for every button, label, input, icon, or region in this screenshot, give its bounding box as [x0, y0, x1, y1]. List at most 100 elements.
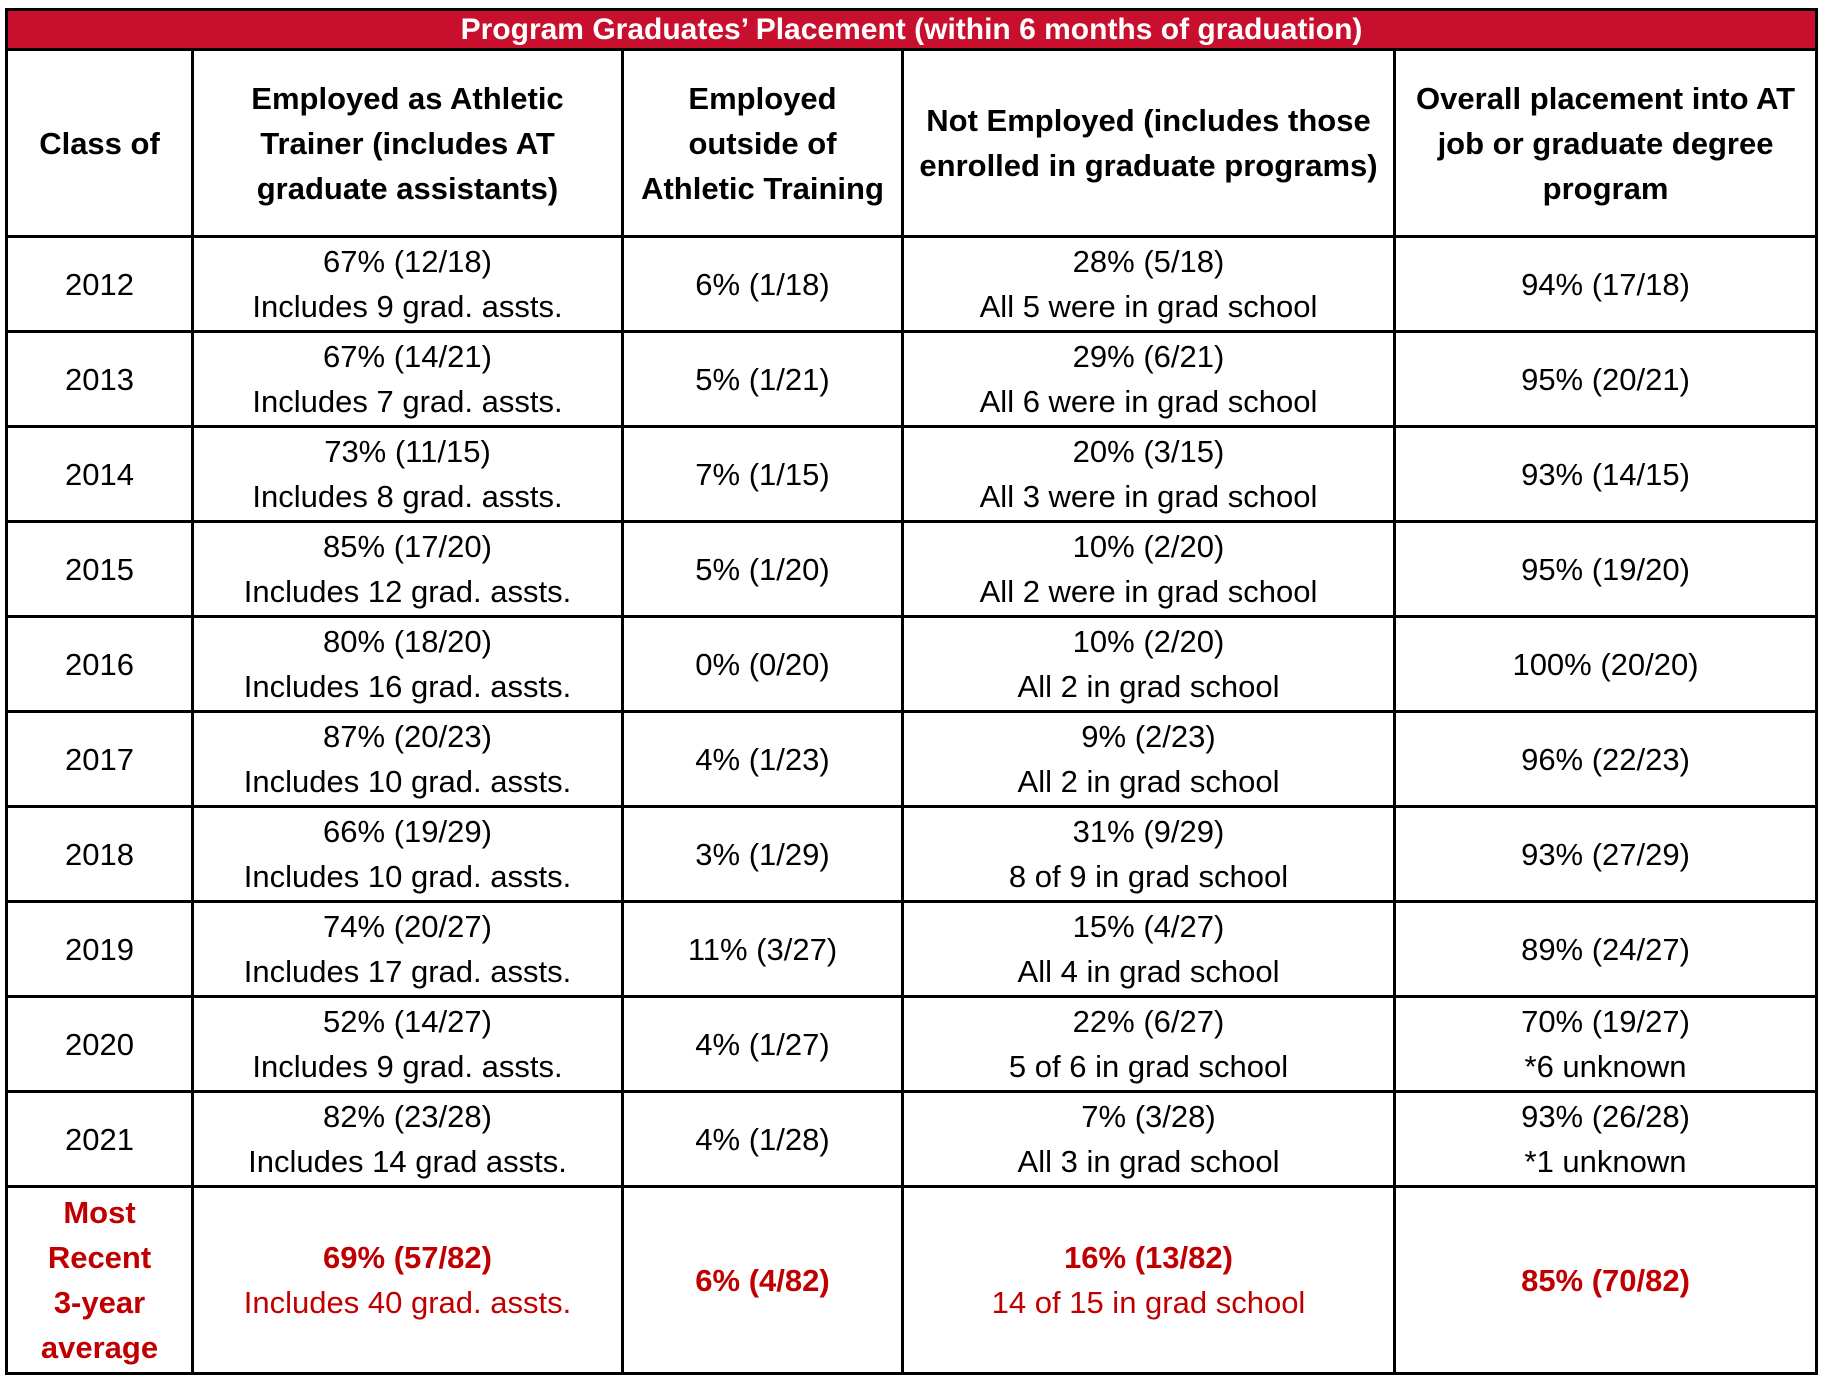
not-employed-note: All 2 were in grad school — [979, 574, 1318, 609]
employed-at-note: Includes 9 grad. assts. — [252, 1049, 563, 1084]
not-employed-note: 5 of 6 in grad school — [1008, 1049, 1289, 1084]
employed-at-note: Includes 10 grad. assts. — [243, 859, 572, 894]
overall-placement-cell: 100% (20/20) — [1392, 615, 1819, 713]
table-body: 2012 67% (12/18) Includes 9 grad. assts. 6%… — [5, 235, 1819, 1375]
employed-at-note: Includes 7 grad. assts. — [252, 384, 563, 419]
employed-at-note: Includes 16 grad. assts. — [243, 669, 572, 704]
overall-placement-percent: 100% (20/20) — [1512, 646, 1699, 682]
table-row: 2017 87% (20/23) Includes 10 grad. assts. 4… — [5, 710, 1819, 808]
employed-outside-cell: 5% (1/20) — [621, 520, 904, 618]
not-employed-note: All 2 in grad school — [1017, 669, 1280, 704]
employed-at-cell: 67% (12/18) Includes 9 grad. assts. — [191, 235, 624, 333]
not-employed-percent: 28% (5/18) — [1072, 244, 1225, 279]
employed-at-cell: 66% (19/29) Includes 10 grad. assts. — [191, 805, 624, 903]
not-employed-percent: 29% (6/21) — [1072, 339, 1225, 374]
class-year-cell: 2012 — [5, 235, 194, 333]
overall-placement-percent: 89% (24/27) — [1521, 931, 1690, 967]
overall-placement-cell: 94% (17/18) — [1392, 235, 1819, 333]
not-employed-cell: 28% (5/18) All 5 were in grad school — [901, 235, 1396, 333]
not-employed-note: 8 of 9 in grad school — [1008, 859, 1289, 894]
not-employed-percent: 31% (9/29) — [1072, 814, 1225, 849]
employed-outside-cell: 4% (1/23) — [621, 710, 904, 808]
average-at-percent: 69% (57/82) — [323, 1240, 492, 1275]
table-row: 2019 74% (20/27) Includes 17 grad. assts. 1… — [5, 900, 1819, 998]
employed-outside-cell: 5% (1/21) — [621, 330, 904, 428]
class-year-cell: 2016 — [5, 615, 194, 713]
average-label-line: Recent — [47, 1240, 152, 1275]
employed-at-note: Includes 17 grad. assts. — [243, 954, 572, 989]
overall-placement-cell: 95% (20/21) — [1392, 330, 1819, 428]
overall-placement-percent: 70% (19/27) — [1521, 1004, 1690, 1039]
not-employed-cell: 15% (4/27) All 4 in grad school — [901, 900, 1396, 998]
not-employed-cell: 10% (2/20) All 2 in grad school — [901, 615, 1396, 713]
average-employed-at: 69% (57/82) Includes 40 grad. assts. — [191, 1185, 624, 1375]
not-employed-cell: 31% (9/29) 8 of 9 in grad school — [901, 805, 1396, 903]
employed-at-cell: 85% (17/20) Includes 12 grad. assts. — [191, 520, 624, 618]
employed-at-note: Includes 9 grad. assts. — [252, 289, 563, 324]
not-employed-percent: 22% (6/27) — [1072, 1004, 1225, 1039]
not-employed-note: All 4 in grad school — [1017, 954, 1280, 989]
average-not-percent: 16% (13/82) — [1064, 1240, 1233, 1275]
table-row: 2020 52% (14/27) Includes 9 grad. assts. 4%… — [5, 995, 1819, 1093]
average-label-line: average — [40, 1330, 159, 1365]
not-employed-cell: 10% (2/20) All 2 were in grad school — [901, 520, 1396, 618]
not-employed-percent: 10% (2/20) — [1072, 624, 1225, 659]
header-employed-outside: Employed outside of Athletic Training — [621, 48, 904, 238]
title-row: Program Graduates’ Placement (within 6 m… — [4, 8, 1819, 51]
table-row: 2021 82% (23/28) Includes 14 grad assts. 4%… — [5, 1090, 1819, 1188]
employed-at-percent: 80% (18/20) — [323, 624, 492, 659]
employed-at-percent: 67% (12/18) — [323, 244, 492, 279]
average-row: Most Recent 3-year average 69% (57/82) I… — [5, 1185, 1819, 1375]
overall-placement-percent: 93% (26/28) — [1521, 1099, 1690, 1134]
overall-placement-percent: 93% (27/29) — [1521, 836, 1690, 872]
class-year-cell: 2013 — [5, 330, 194, 428]
not-employed-cell: 9% (2/23) All 2 in grad school — [901, 710, 1396, 808]
average-at-note: Includes 40 grad. assts. — [243, 1285, 572, 1320]
overall-placement-cell: 96% (22/23) — [1392, 710, 1819, 808]
employed-at-cell: 73% (11/15) Includes 8 grad. assts. — [191, 425, 624, 523]
overall-placement-percent: 96% (22/23) — [1521, 741, 1690, 777]
employed-at-percent: 52% (14/27) — [323, 1004, 492, 1039]
employed-outside-cell: 7% (1/15) — [621, 425, 904, 523]
table-row: 2018 66% (19/29) Includes 10 grad. assts. 3… — [5, 805, 1819, 903]
header-row: Class of Employed as Athletic Trainer (i… — [5, 48, 1819, 238]
employed-at-percent: 73% (11/15) — [324, 434, 491, 469]
not-employed-cell: 22% (6/27) 5 of 6 in grad school — [901, 995, 1396, 1093]
employed-at-percent: 82% (23/28) — [323, 1099, 492, 1134]
employed-at-percent: 67% (14/21) — [323, 339, 492, 374]
employed-at-note: Includes 10 grad. assts. — [243, 764, 572, 799]
overall-placement-note: *1 unknown — [1524, 1144, 1687, 1179]
table-row: 2012 67% (12/18) Includes 9 grad. assts. 6%… — [5, 235, 1819, 333]
not-employed-note: All 6 were in grad school — [979, 384, 1318, 419]
employed-at-percent: 87% (20/23) — [323, 719, 492, 754]
not-employed-percent: 9% (2/23) — [1081, 719, 1216, 754]
overall-placement-percent: 93% (14/15) — [1521, 456, 1690, 492]
employed-at-cell: 67% (14/21) Includes 7 grad. assts. — [191, 330, 624, 428]
not-employed-percent: 20% (3/15) — [1072, 434, 1225, 469]
overall-placement-cell: 95% (19/20) — [1392, 520, 1819, 618]
average-label: Most Recent 3-year average — [5, 1185, 194, 1375]
employed-at-note: Includes 12 grad. assts. — [243, 574, 572, 609]
employed-at-cell: 82% (23/28) Includes 14 grad assts. — [191, 1090, 624, 1188]
overall-placement-percent: 94% (17/18) — [1521, 266, 1690, 302]
class-year-cell: 2021 — [5, 1090, 194, 1188]
average-overall-placement: 85% (70/82) — [1392, 1185, 1819, 1375]
average-label-line: 3-year — [53, 1285, 146, 1320]
employed-at-cell: 87% (20/23) Includes 10 grad. assts. — [191, 710, 624, 808]
employed-at-note: Includes 8 grad. assts. — [252, 479, 563, 514]
employed-at-percent: 85% (17/20) — [323, 529, 492, 564]
placement-table: Program Graduates’ Placement (within 6 m… — [4, 8, 1819, 1375]
class-year-cell: 2020 — [5, 995, 194, 1093]
table-title: Program Graduates’ Placement (within 6 m… — [4, 8, 1819, 51]
overall-placement-cell: 93% (14/15) — [1392, 425, 1819, 523]
not-employed-percent: 7% (3/28) — [1081, 1099, 1216, 1134]
average-label-line: Most — [63, 1195, 136, 1230]
placement-table-container: Program Graduates’ Placement (within 6 m… — [4, 8, 1819, 1375]
not-employed-note: All 3 were in grad school — [979, 479, 1318, 514]
employed-at-cell: 74% (20/27) Includes 17 grad. assts. — [191, 900, 624, 998]
class-year-cell: 2014 — [5, 425, 194, 523]
table-row: 2016 80% (18/20) Includes 16 grad. assts. 0… — [5, 615, 1819, 713]
not-employed-note: All 5 were in grad school — [979, 289, 1318, 324]
header-not-employed: Not Employed (includes those enrolled in… — [901, 48, 1396, 238]
employed-at-percent: 66% (19/29) — [323, 814, 492, 849]
